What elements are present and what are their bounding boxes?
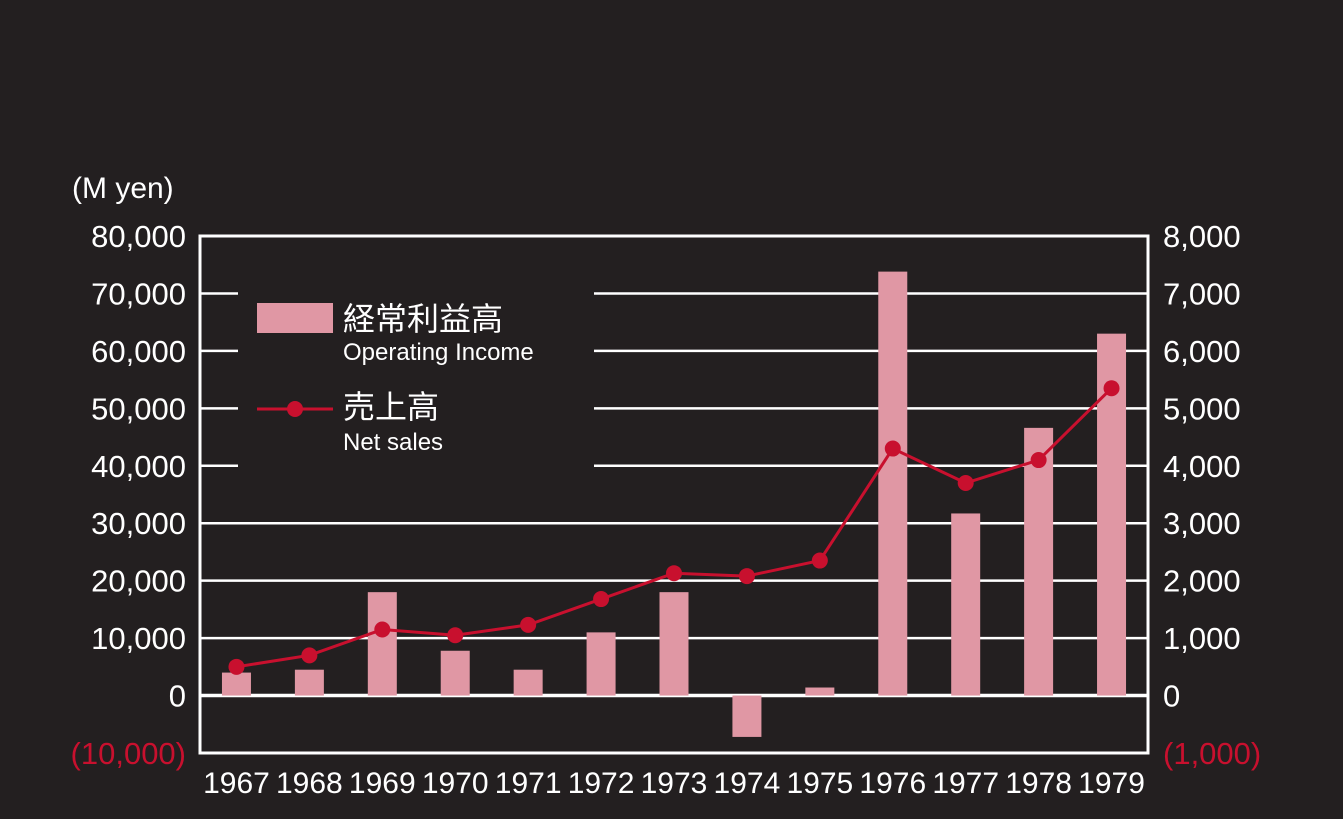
right-axis-tick-label: 4,000 xyxy=(1163,449,1241,484)
left-axis-tick-label: 10,000 xyxy=(91,621,186,656)
x-axis-tick-label: 1969 xyxy=(349,767,416,800)
left-axis-ticks: (10,000) 0 10,000 20,000 30,000 40,000 50,000 6… xyxy=(71,219,186,771)
plot-border xyxy=(198,234,1150,755)
left-axis-tick-label: 80,000 xyxy=(91,219,186,254)
x-axis-tick-label: 1976 xyxy=(859,767,926,800)
bar-operating-income xyxy=(878,271,908,696)
left-axis-tick-label: 60,000 xyxy=(91,334,186,369)
right-axis-tick-label: 2,000 xyxy=(1163,564,1241,599)
legend-operating-income-en: Operating Income xyxy=(343,339,534,366)
bar-operating-income xyxy=(513,669,543,696)
bar-operating-income xyxy=(221,672,251,696)
x-axis-tick-label: 1978 xyxy=(1005,767,1072,800)
right-axis-tick-label: 7,000 xyxy=(1163,276,1241,311)
left-axis-tick-label: 40,000 xyxy=(91,449,186,484)
bar-operating-income xyxy=(1024,427,1054,696)
left-axis-tick-label: 70,000 xyxy=(91,276,186,311)
net-sales-line xyxy=(228,380,1120,675)
x-axis-tick-label: 1974 xyxy=(714,767,781,800)
x-axis-tick-label: 1967 xyxy=(203,767,270,800)
x-axis-tick-label: 1977 xyxy=(932,767,999,800)
bar-operating-income xyxy=(367,592,397,696)
x-axis-tick-label: 1970 xyxy=(422,767,489,800)
x-axis-tick-label: 1979 xyxy=(1078,767,1145,800)
point-net-sales xyxy=(738,568,755,585)
x-axis-tick-label: 1971 xyxy=(495,767,562,800)
x-axis-ticks: 1967 1968 1969 1970 1971 1972 1973 1974 1975 1976… xyxy=(203,767,1145,800)
bar-operating-income xyxy=(440,650,470,696)
left-axis-tick-label: 20,000 xyxy=(91,564,186,599)
legend-bar-swatch xyxy=(257,303,333,333)
point-net-sales xyxy=(374,621,391,638)
right-axis-tick-label: (1,000) xyxy=(1163,736,1261,771)
left-axis-tick-label: (10,000) xyxy=(71,736,186,771)
left-axis-tick-label: 0 xyxy=(169,679,186,714)
bar-operating-income xyxy=(659,592,689,696)
left-axis-tick-label: 50,000 xyxy=(91,391,186,426)
point-net-sales xyxy=(228,658,245,675)
legend-net-sales-jp: 売上高 xyxy=(343,388,439,426)
bar-operating-income xyxy=(951,513,981,696)
x-axis-tick-label: 1972 xyxy=(568,767,635,800)
legend: 経常利益高 Operating Income 売上高 Net sales xyxy=(238,282,594,472)
plot-frame xyxy=(198,234,1150,755)
right-axis-tick-label: 5,000 xyxy=(1163,391,1241,426)
operating-income-bars xyxy=(221,271,1127,737)
right-axis-ticks: (1,000) 0 1,000 2,000 3,000 4,000 5,000 6,000 7,… xyxy=(1163,219,1261,771)
point-net-sales xyxy=(593,591,610,608)
point-net-sales xyxy=(666,565,682,582)
legend-line-marker xyxy=(287,401,303,417)
bar-operating-income xyxy=(732,695,762,737)
point-net-sales xyxy=(811,552,828,569)
legend-net-sales-en: Net sales xyxy=(343,429,443,456)
right-axis-tick-label: 0 xyxy=(1163,679,1180,714)
point-net-sales xyxy=(520,616,537,633)
right-axis-tick-label: 6,000 xyxy=(1163,334,1241,369)
x-axis-tick-label: 1968 xyxy=(276,767,343,800)
point-net-sales xyxy=(1030,452,1047,469)
unit-label: (M yen) xyxy=(72,172,174,205)
bar-operating-income xyxy=(805,687,835,696)
point-net-sales xyxy=(957,475,974,492)
right-axis-tick-label: 1,000 xyxy=(1163,621,1241,656)
x-axis-tick-label: 1975 xyxy=(786,767,853,800)
point-net-sales xyxy=(301,647,318,664)
x-axis-tick-label: 1973 xyxy=(641,767,708,800)
point-net-sales xyxy=(884,440,901,457)
right-axis-tick-label: 8,000 xyxy=(1163,219,1241,254)
bar-operating-income xyxy=(586,632,616,696)
legend-operating-income-jp: 経常利益高 xyxy=(343,300,503,338)
right-axis-tick-label: 3,000 xyxy=(1163,506,1241,541)
left-axis-tick-label: 30,000 xyxy=(91,506,186,541)
point-net-sales xyxy=(447,627,464,644)
bar-operating-income xyxy=(294,669,324,696)
point-net-sales xyxy=(1103,380,1120,397)
